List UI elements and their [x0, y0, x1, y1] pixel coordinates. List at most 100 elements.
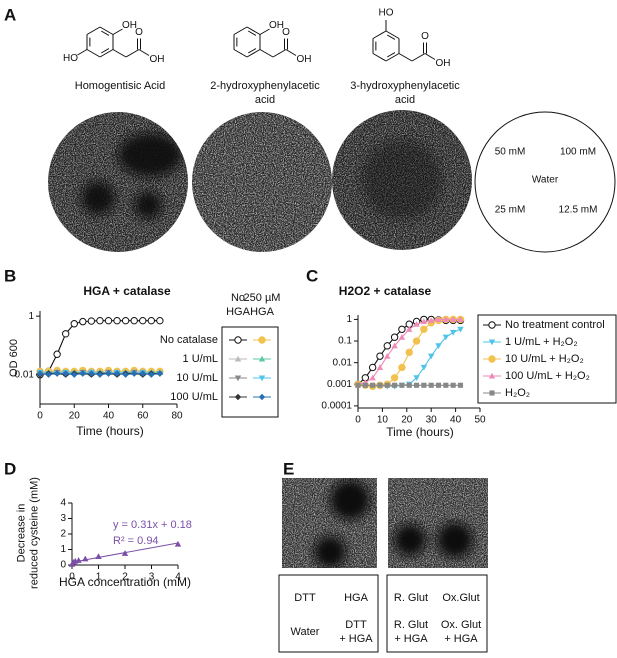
legend-label: 100 U/mL + H₂O₂ [505, 370, 590, 382]
data-point [420, 318, 428, 325]
data-point [156, 370, 164, 377]
bond [233, 26, 248, 35]
data-point [148, 371, 155, 378]
y-axis-label: reduced cysteine (mM) [28, 477, 40, 589]
data-point [420, 364, 428, 371]
bond [247, 30, 257, 36]
legend-label: 10 U/mL [176, 372, 218, 384]
data-point [71, 371, 78, 378]
bond [272, 49, 287, 58]
bond [86, 26, 101, 35]
plate-photos [48, 110, 616, 253]
compound-name: acid [395, 94, 415, 106]
data-point [399, 382, 405, 388]
bond [77, 49, 88, 56]
x-axis-label: HGA concentration (mM) [59, 575, 191, 589]
data-point [398, 325, 406, 333]
data-point [420, 325, 428, 333]
condition-label: R. Glut [394, 619, 428, 631]
data-point [87, 317, 96, 325]
atom-label: OH [149, 54, 164, 65]
data-point [105, 370, 112, 377]
y-tick-label: 1 [346, 314, 352, 325]
data-point [398, 334, 406, 340]
plate-map-label: 100 mM [560, 147, 596, 158]
data-point [95, 553, 102, 560]
bond [125, 49, 140, 58]
legend-box [477, 314, 617, 404]
bond [372, 53, 387, 62]
condition-label: DTT [294, 592, 316, 604]
data-point [104, 316, 113, 325]
panel-label: D [4, 459, 16, 478]
bond [259, 28, 270, 35]
data-point [369, 374, 376, 381]
data-point [442, 334, 450, 341]
x-tick-label: 3 [149, 572, 155, 583]
data-point [139, 370, 146, 377]
data-point [376, 352, 384, 360]
data-point [457, 326, 464, 333]
data-point [405, 348, 413, 357]
legend-header: HGA [250, 306, 275, 318]
legend-label: H₂O₂ [505, 387, 530, 399]
bond [246, 49, 261, 58]
plate-map-label: 50 mM [495, 147, 526, 158]
chart-title: HGA + catalase [83, 284, 171, 298]
data-point [435, 343, 442, 350]
panel-label: E [283, 459, 294, 478]
data-point [156, 316, 164, 325]
data-point [355, 382, 361, 388]
data-point [450, 382, 456, 388]
x-tick-label: 10 [377, 415, 389, 426]
data-point [414, 382, 420, 388]
y-tick-label: 0.1 [338, 336, 352, 347]
data-point [368, 363, 377, 372]
data-point [88, 370, 95, 377]
bond [100, 48, 110, 54]
data-point [113, 370, 121, 377]
fit-label: y = 0.31x + 0.18 [113, 519, 192, 531]
legend-marker [234, 393, 242, 401]
bond [99, 49, 114, 58]
atom-label: HO [379, 8, 394, 19]
legend-label: 1 U/mL + H₂O₂ [505, 336, 578, 348]
data-point [428, 382, 434, 388]
chart-title: H2O2 + catalase [339, 284, 432, 298]
data-point [79, 317, 87, 326]
y-axis-label: OD 600 [8, 339, 20, 377]
data-point [362, 382, 368, 388]
x-tick-label: 1 [96, 572, 102, 583]
data-point [435, 382, 442, 388]
x-tick-label: 20 [69, 411, 81, 422]
y-axis-label: Decrease in [15, 504, 27, 563]
y-tick-label: 4 [60, 498, 66, 509]
bond [247, 48, 257, 54]
compound-name: acid [255, 94, 275, 106]
legend-marker [488, 339, 496, 346]
data-point [139, 316, 147, 325]
data-point [96, 371, 104, 378]
y-tick-label: 0.0001 [321, 401, 352, 412]
x-tick-label: 0 [355, 415, 361, 426]
atom-label: HO [63, 53, 78, 64]
compound-name: 3-hydroxyphenylacetic [350, 80, 460, 92]
legend-marker [489, 390, 495, 396]
plate-map-label: 12.5 mM [559, 205, 598, 216]
data-point [370, 382, 376, 388]
data-point [449, 316, 457, 322]
x-axis-label: Time (hours) [386, 425, 454, 439]
legend-header: HGA [226, 306, 251, 318]
data-point [457, 316, 464, 322]
panel-label: B [4, 266, 16, 285]
condition-label: Ox.Glut [442, 592, 479, 604]
y-tick-label: 0.01 [333, 357, 353, 368]
bond [385, 30, 400, 39]
x-tick-label: 0 [37, 411, 43, 422]
condition-label: + HGA [444, 633, 478, 645]
data-point [443, 382, 449, 388]
x-tick-label: 40 [103, 411, 115, 422]
x-tick-label: 2 [122, 572, 128, 583]
legend-box [221, 326, 279, 418]
